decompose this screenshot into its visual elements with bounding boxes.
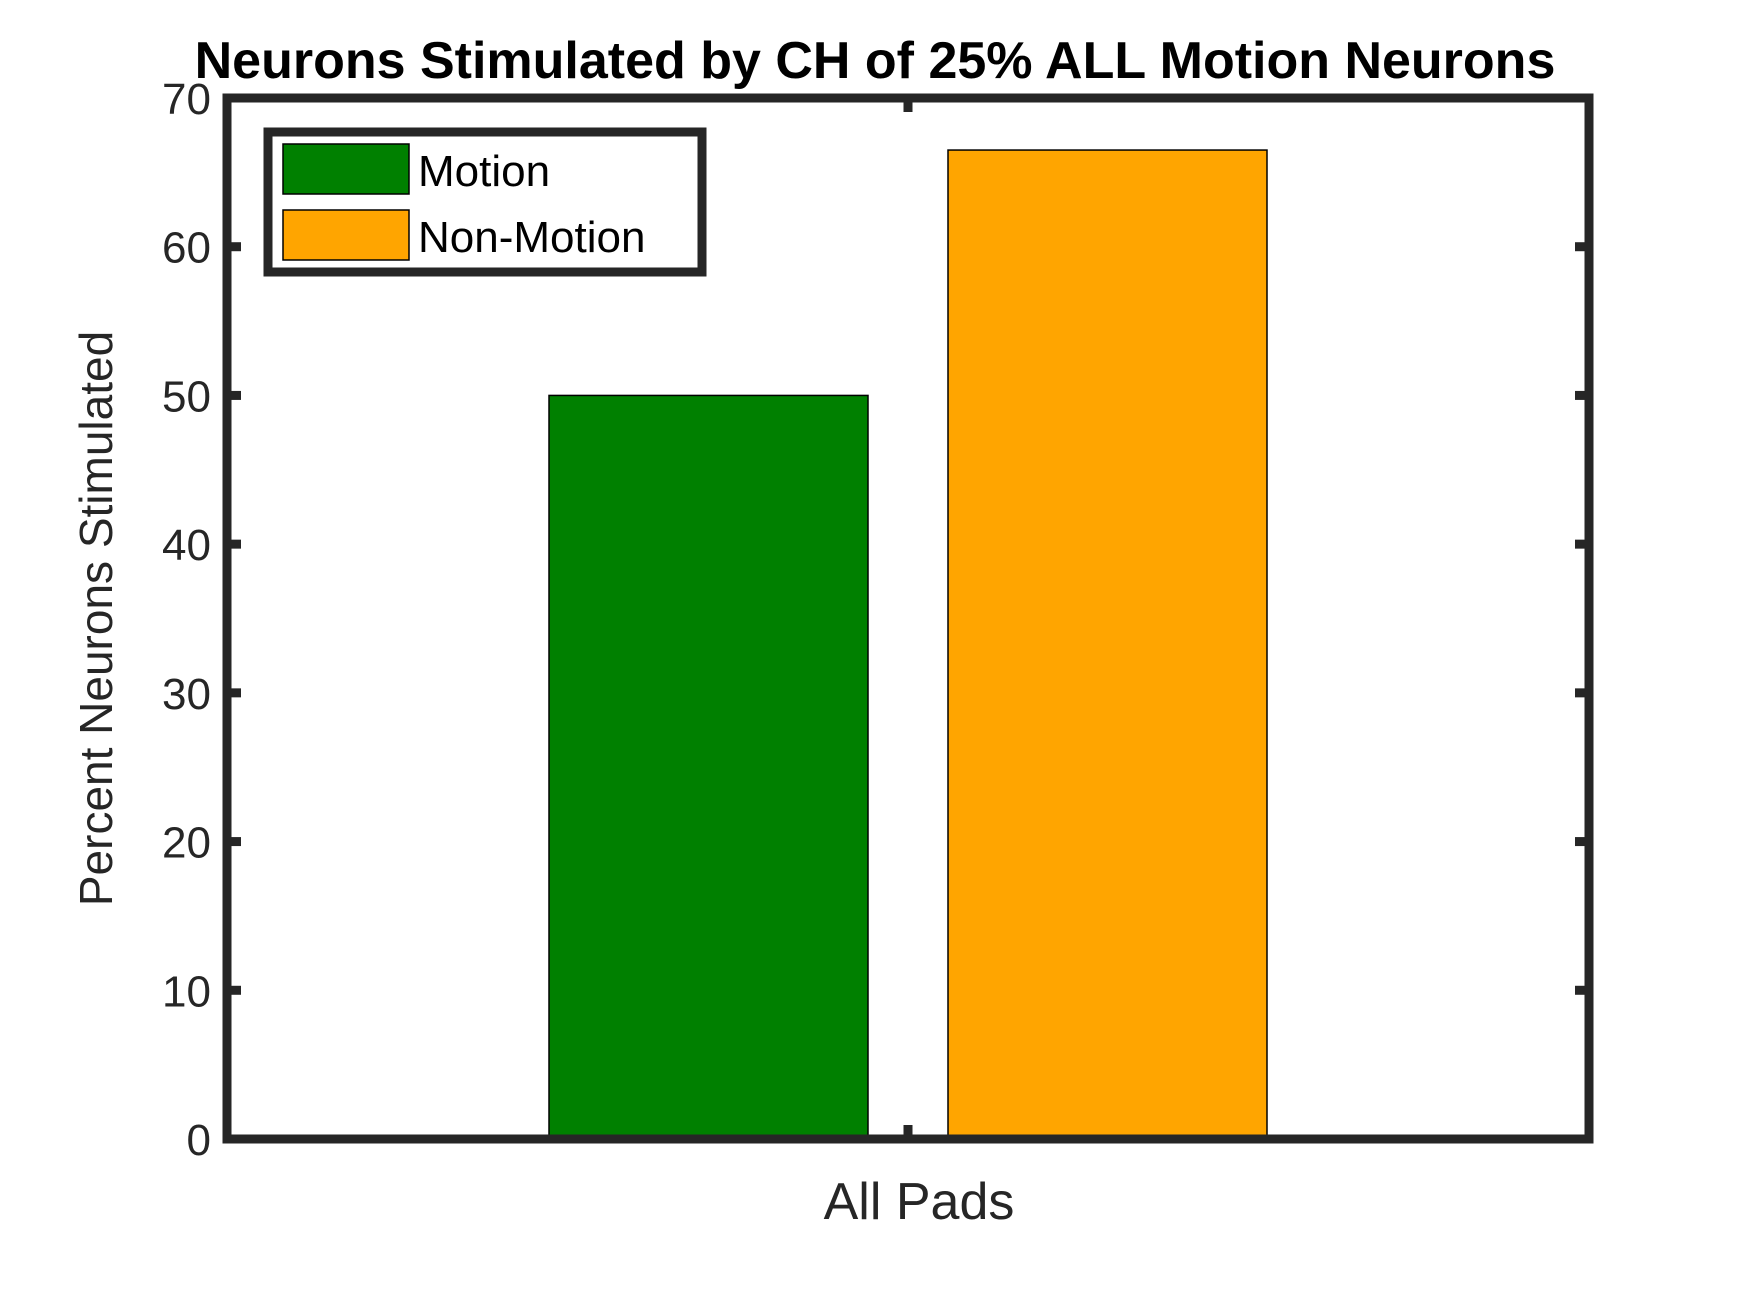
y-tick-label: 40 xyxy=(162,521,211,570)
y-tick-label: 50 xyxy=(162,372,211,421)
legend-label-motion: Motion xyxy=(418,147,550,196)
legend-label-non-motion: Non-Motion xyxy=(418,213,645,262)
y-tick-label: 10 xyxy=(162,967,211,1016)
chart-title: Neurons Stimulated by CH of 25% ALL Moti… xyxy=(195,32,1556,90)
legend-swatch-motion xyxy=(282,143,410,195)
bars-layer xyxy=(548,149,1268,1140)
legend: Motion Non-Motion xyxy=(263,127,707,277)
y-tick-label: 70 xyxy=(162,75,211,124)
y-tick-label: 20 xyxy=(162,819,211,868)
bar-motion-0 xyxy=(548,394,869,1140)
bar-non-motion-0 xyxy=(947,149,1268,1140)
y-tick-label: 30 xyxy=(162,670,211,719)
y-tick-label: 0 xyxy=(187,1116,211,1165)
plot-area-frame xyxy=(222,93,1594,1144)
legend-swatch-non-motion xyxy=(282,209,410,261)
y-tick-label: 60 xyxy=(162,224,211,273)
x-tick-label: All Pads xyxy=(824,1173,1015,1231)
y-axis-label: Percent Neurons Stimulated xyxy=(70,331,122,906)
ticks-layer: 0 10 20 30 40 50 60 70 All Pads xyxy=(162,75,1589,1231)
